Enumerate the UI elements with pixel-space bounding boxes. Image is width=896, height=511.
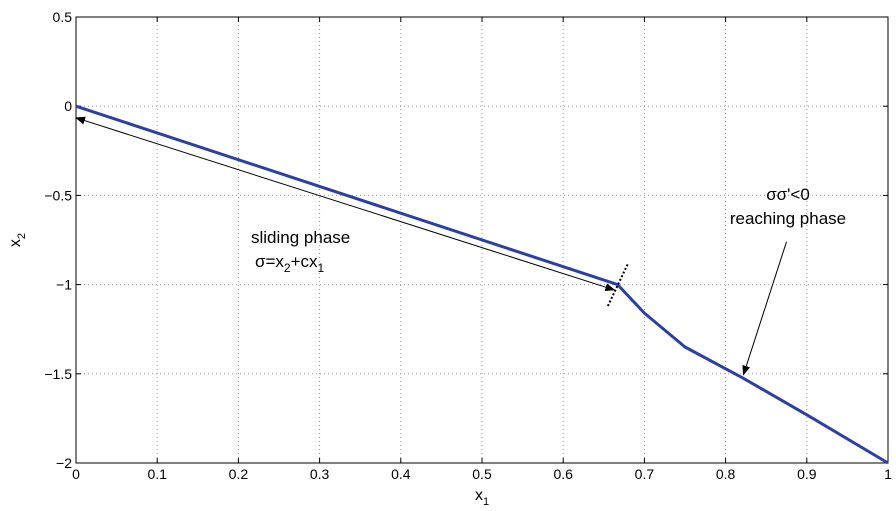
- x-tick-label: 0: [72, 466, 80, 482]
- reaching-phase-label: reaching phase: [730, 209, 846, 228]
- y-tick-label: −2: [56, 455, 72, 471]
- series-layer: [75, 104, 889, 465]
- y-tick-label: −0.5: [44, 187, 72, 203]
- annotation-layer: [75, 116, 787, 376]
- y-tick-label: 0.5: [53, 9, 73, 25]
- x-tick-label: 0.1: [147, 466, 167, 482]
- y-axis-label: x2: [7, 233, 28, 247]
- y-tick-label: 0: [64, 98, 72, 114]
- x-tick-label: 0.2: [229, 466, 249, 482]
- reaching-condition-label: σσ'<0: [766, 185, 810, 204]
- y-tick-labels: 0.5 0 −0.5 −1 −1.5 −2: [44, 9, 72, 471]
- x-axis-label: x1: [475, 487, 489, 508]
- y-tick-label: −1.5: [44, 366, 72, 382]
- x-tick-labels: 0 0.1 0.2 0.3 0.4 0.5 0.6 0.7 0.8 0.9 1: [72, 466, 892, 482]
- sliding-phase-label: sliding phase: [251, 228, 350, 247]
- x-tick-label: 0.6: [553, 466, 573, 482]
- grid: [76, 17, 888, 463]
- x-tick-label: 0.3: [310, 466, 330, 482]
- x-tick-label: 0.8: [716, 466, 736, 482]
- sliding-surface-equation: σ=x2+cx1: [255, 252, 325, 275]
- reaching-phase-arrow: [742, 241, 787, 376]
- y-tick-label: −1: [56, 277, 72, 293]
- sliding-phase-arrow: [75, 116, 616, 292]
- trajectory-line: [75, 104, 889, 465]
- x-tick-label: 0.5: [472, 466, 492, 482]
- x-tick-label: 1: [884, 466, 892, 482]
- x-tick-label: 0.4: [391, 466, 411, 482]
- x-tick-label: 0.7: [635, 466, 655, 482]
- x-tick-label: 0.9: [797, 466, 817, 482]
